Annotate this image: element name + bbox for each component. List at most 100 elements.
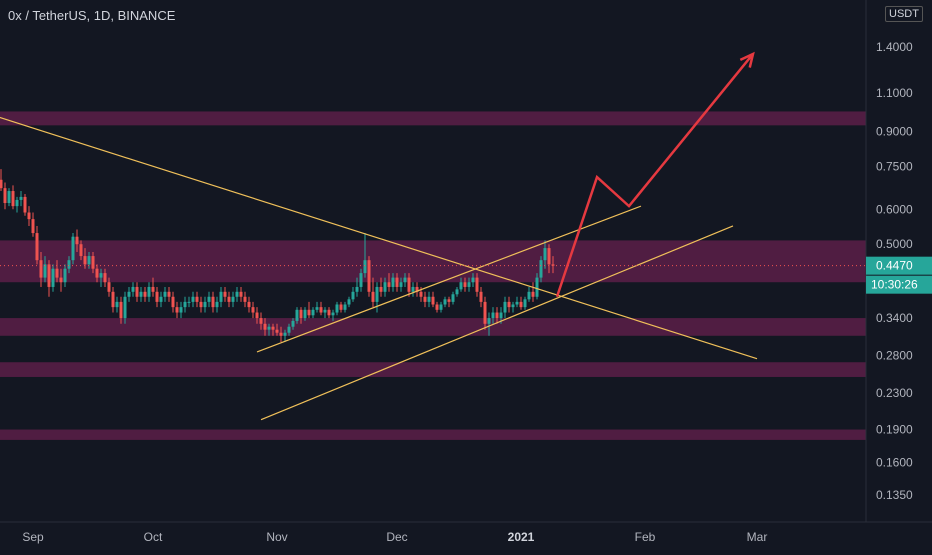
price-axis-panel — [866, 0, 932, 550]
candle-body — [531, 291, 535, 297]
candle-body — [207, 296, 211, 302]
x-tick-label: Nov — [266, 530, 287, 544]
candle-body — [239, 291, 243, 297]
candle-body — [127, 291, 131, 297]
candle-body — [487, 318, 491, 324]
price-zone — [0, 429, 866, 440]
candle-body — [243, 296, 247, 302]
candle-body — [99, 273, 103, 278]
candle-body — [171, 296, 175, 308]
x-tick-label: 2021 — [508, 530, 535, 544]
candle-body — [363, 260, 367, 274]
candle-body — [283, 332, 287, 336]
candle-body — [315, 307, 319, 310]
candle-body — [295, 309, 299, 321]
chart-title: 0x / TetherUS, 1D, BINANCE — [8, 8, 176, 23]
y-tick-label: 0.1600 — [876, 455, 913, 469]
countdown-tag — [866, 275, 932, 294]
countdown-label: 10:30:26 — [871, 278, 918, 292]
candle-body — [515, 301, 519, 305]
candle-body — [499, 312, 503, 319]
candle-body — [299, 309, 303, 319]
candle-body — [7, 191, 11, 204]
candle-body — [331, 312, 335, 316]
currency-unit-badge[interactable]: USDT — [885, 6, 923, 22]
candle-body — [251, 307, 255, 313]
candle-body — [131, 286, 135, 292]
candle-body — [43, 264, 47, 278]
candle-body — [115, 301, 119, 308]
candle-body — [447, 299, 451, 302]
candle-body — [343, 304, 347, 310]
candle-body — [0, 179, 3, 189]
candle-body — [551, 264, 555, 266]
candle-body — [391, 277, 395, 287]
candle-body — [479, 291, 483, 302]
last-price-label: 0.4470 — [876, 259, 913, 273]
candle-body — [431, 296, 435, 305]
candles — [0, 169, 555, 343]
candle-body — [495, 312, 499, 319]
candle-body — [323, 309, 327, 313]
candle-body — [95, 268, 99, 278]
candle-body — [107, 282, 111, 292]
candle-body — [471, 277, 475, 283]
candle-body — [427, 296, 431, 302]
y-tick-label: 0.7500 — [876, 160, 913, 174]
price-zone — [0, 240, 866, 283]
candle-body — [167, 291, 171, 297]
candle-body — [439, 304, 443, 310]
candle-body — [3, 188, 7, 204]
candle-body — [79, 244, 83, 257]
candle-body — [195, 296, 199, 302]
candle-body — [39, 260, 43, 278]
candle-body — [379, 286, 383, 292]
candle-body — [143, 291, 147, 297]
candle-body — [279, 332, 283, 336]
candle-body — [443, 299, 447, 305]
candle-body — [459, 282, 463, 290]
trendline — [0, 116, 758, 360]
candle-body — [71, 236, 75, 261]
candle-body — [219, 291, 223, 302]
candle-body — [203, 301, 207, 308]
candle-body — [303, 309, 307, 319]
y-tick-label: 0.2800 — [876, 348, 913, 362]
candle-body — [163, 291, 167, 297]
candle-body — [511, 304, 515, 308]
y-tick-label: 0.1900 — [876, 423, 913, 437]
candle-body — [503, 301, 507, 313]
candle-body — [411, 286, 415, 292]
y-tick-label: 0.6000 — [876, 202, 913, 216]
candle-body — [415, 286, 419, 292]
candle-body — [467, 282, 471, 287]
candle-body — [147, 286, 151, 297]
candle-body — [227, 296, 231, 302]
candle-body — [311, 309, 315, 316]
candle-body — [307, 309, 311, 316]
candle-body — [211, 296, 215, 308]
candle-body — [327, 309, 331, 316]
x-tick-label: Mar — [747, 530, 768, 544]
price-zone — [0, 362, 866, 377]
y-tick-label: 1.4000 — [876, 40, 913, 54]
y-tick-label: 0.5000 — [876, 237, 913, 251]
candle-body — [291, 320, 295, 327]
candle-body — [407, 277, 411, 292]
resistance-support-zones — [0, 111, 866, 440]
candle-body — [383, 282, 387, 292]
candle-body — [151, 286, 155, 292]
candle-body — [119, 301, 123, 319]
candle-body — [451, 294, 455, 302]
candle-body — [103, 273, 107, 283]
candle-body — [535, 277, 539, 297]
candle-body — [359, 273, 363, 287]
candle-body — [367, 260, 371, 292]
candle-body — [51, 268, 55, 287]
y-tick-label: 0.9000 — [876, 125, 913, 139]
trendline — [260, 225, 734, 421]
candle-body — [375, 286, 379, 302]
